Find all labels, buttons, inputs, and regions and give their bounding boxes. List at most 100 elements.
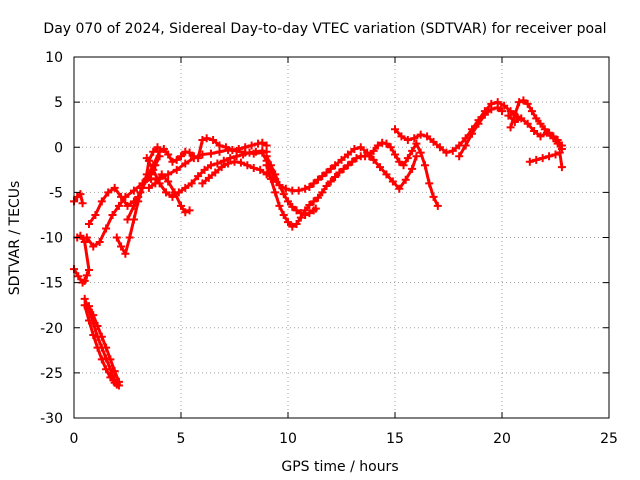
data-point (144, 183, 153, 192)
data-point (545, 152, 554, 161)
data-point (420, 161, 429, 170)
data-point (318, 172, 327, 181)
data-point (97, 332, 106, 341)
data-point (204, 173, 213, 182)
data-point (523, 99, 532, 108)
data-point (331, 161, 340, 170)
data-point (181, 208, 190, 217)
data-point (519, 96, 528, 105)
data-point (498, 107, 506, 116)
y-tick-labels: -30 -25 -20 -15 -10 -5 0 5 10 (40, 50, 63, 427)
data-point (401, 175, 410, 184)
data-point (256, 165, 265, 174)
data-point (318, 188, 327, 197)
data-point (397, 132, 406, 141)
data-point (177, 201, 185, 210)
data-point (241, 143, 250, 152)
data-point (416, 130, 425, 139)
data-point (239, 150, 248, 159)
data-point (311, 204, 320, 213)
data-point (80, 276, 89, 285)
data-point (331, 173, 340, 182)
series-arc-3 (80, 301, 123, 389)
data-point (506, 107, 515, 116)
data-point (76, 190, 85, 199)
series-arc-14 (365, 138, 442, 210)
data-point (322, 182, 331, 191)
y-axis-label: SDTVAR / TECUs (7, 181, 23, 296)
data-point (243, 161, 252, 170)
x-tick-label: 25 (600, 431, 618, 447)
data-point (106, 373, 115, 382)
data-point (281, 184, 290, 193)
data-point (412, 152, 421, 161)
data-point (149, 165, 158, 174)
data-point (266, 161, 275, 170)
data-point (468, 129, 477, 138)
data-point (365, 152, 374, 161)
data-point (335, 168, 344, 177)
data-point (202, 134, 211, 143)
data-point (84, 316, 93, 325)
data-point (352, 154, 361, 163)
data-point (84, 219, 93, 228)
data-point (455, 152, 464, 161)
series-trace (506, 114, 564, 151)
x-tick-labels: 0 5 10 15 20 25 (70, 431, 618, 447)
data-point (493, 103, 502, 112)
data-point (206, 149, 215, 158)
data-point (198, 179, 207, 188)
data-point (504, 111, 513, 120)
data-point (382, 139, 391, 148)
data-point (309, 197, 318, 206)
data-point (211, 168, 220, 177)
data-point (376, 163, 385, 172)
data-point (532, 114, 541, 123)
series-arc-19 (525, 148, 566, 172)
data-point (213, 159, 222, 168)
data-point (350, 145, 359, 154)
data-point (510, 117, 519, 126)
data-point (391, 150, 399, 159)
data-point (247, 141, 256, 150)
data-point (551, 150, 560, 159)
data-point (271, 188, 280, 197)
x-axis-label: GPS time / hours (281, 459, 398, 475)
data-point (448, 146, 457, 155)
data-point (429, 137, 438, 146)
data-point (403, 154, 412, 163)
data-point (442, 148, 451, 157)
data-point (185, 148, 194, 157)
data-point (433, 201, 442, 210)
data-point (224, 159, 233, 168)
data-point (142, 154, 151, 163)
data-point (373, 141, 382, 150)
data-point (181, 183, 190, 192)
data-point (527, 107, 536, 116)
data-point (461, 141, 470, 150)
data-point (181, 159, 190, 168)
data-point (305, 201, 314, 210)
axis-ticks (73, 56, 610, 419)
series-arc-11 (198, 143, 421, 195)
x-tick-label: 10 (279, 431, 297, 447)
data-point (200, 165, 209, 174)
data-point (172, 165, 181, 174)
x-tick-label: 0 (70, 431, 79, 447)
data-point (249, 164, 258, 173)
data-point (343, 150, 352, 159)
data-point (219, 156, 228, 165)
data-point (313, 175, 322, 184)
data-point (206, 161, 215, 170)
data-point (292, 219, 301, 228)
data-point (78, 199, 87, 208)
data-point (110, 367, 119, 376)
data-point (157, 170, 166, 179)
data-point (174, 188, 183, 197)
data-point (93, 343, 102, 352)
data-point (532, 155, 541, 164)
series-arc-1 (70, 231, 93, 287)
y-tick-label: 5 (54, 95, 63, 111)
data-point (412, 139, 421, 148)
data-point (369, 146, 378, 155)
